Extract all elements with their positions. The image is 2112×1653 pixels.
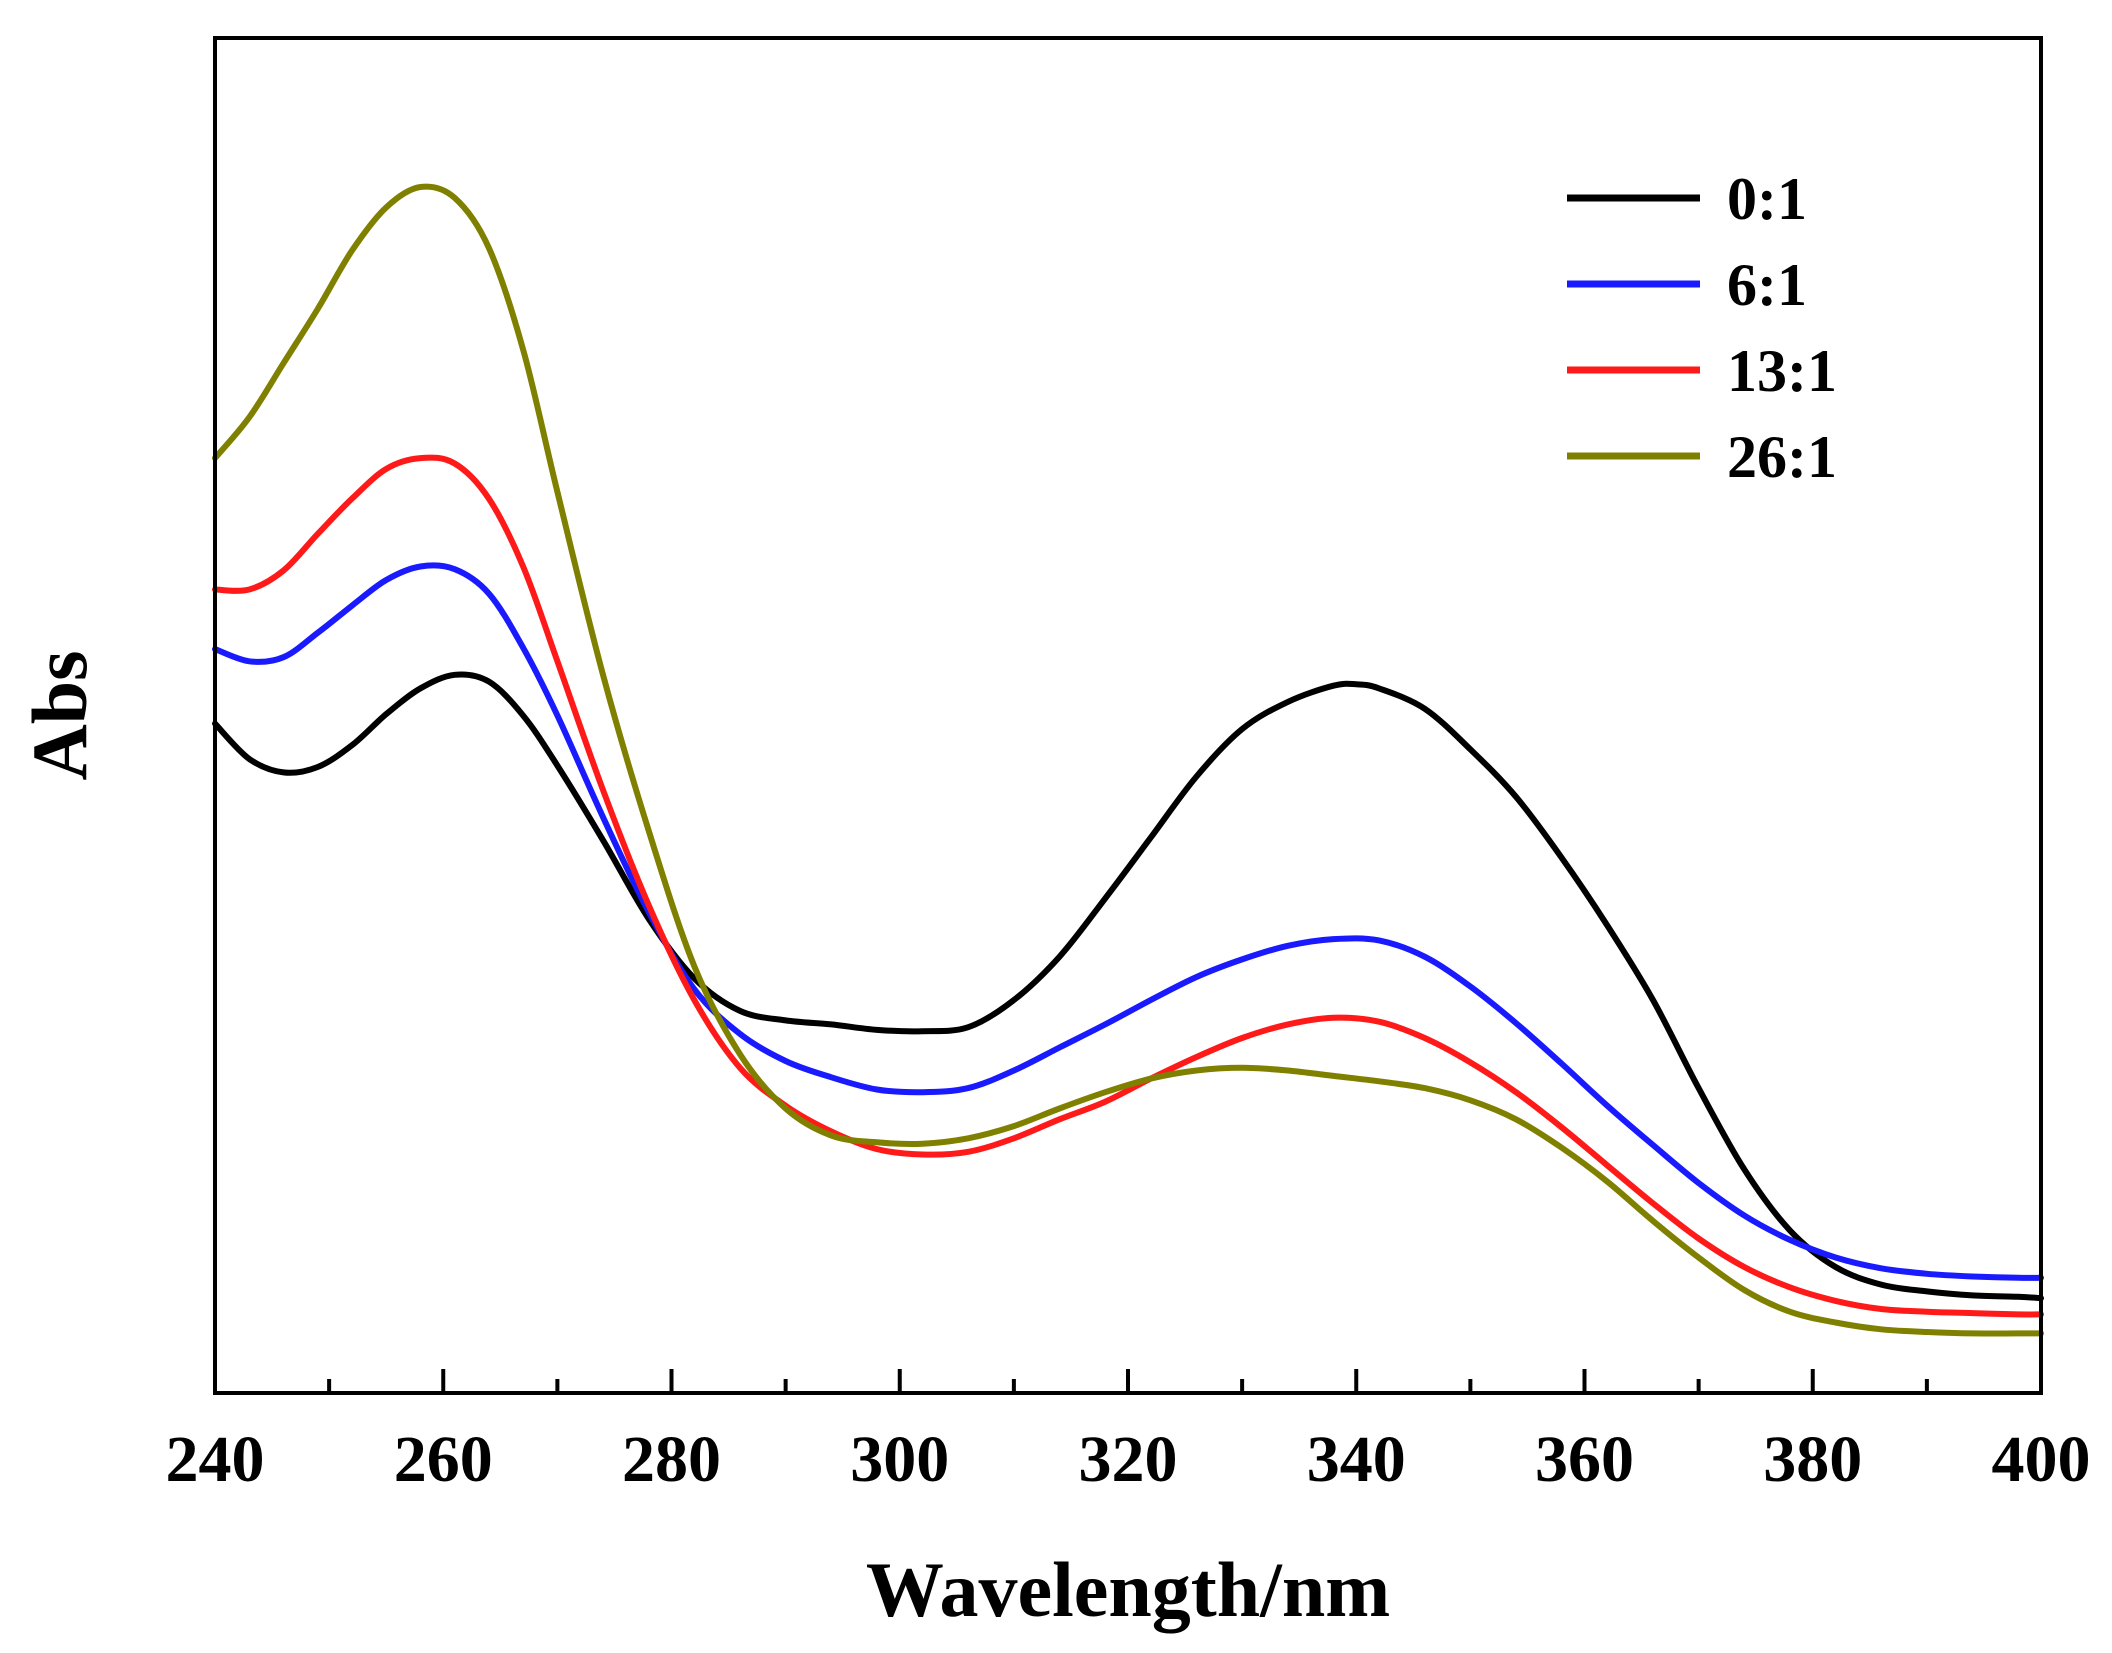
legend-label: 0:1 <box>1727 166 1807 232</box>
y-axis-title: Abs <box>16 650 103 780</box>
x-tick-label: 400 <box>1992 1423 2091 1496</box>
legend-label: 13:1 <box>1727 338 1837 404</box>
legend: 0:1 6:1 13:1 26:1 <box>1567 166 1837 490</box>
x-tick-label: 320 <box>1079 1423 1178 1496</box>
legend-label: 26:1 <box>1727 424 1837 490</box>
x-tick-label: 280 <box>622 1423 721 1496</box>
x-tick-label: 240 <box>166 1423 265 1496</box>
x-tick-label: 380 <box>1763 1423 1862 1496</box>
plot-lines <box>212 183 2044 1337</box>
series-line-13-1 <box>212 454 2044 1318</box>
x-axis-tick-labels: 240 260 280 300 320 340 360 380 400 <box>166 1423 2091 1496</box>
x-tick-label: 340 <box>1307 1423 1406 1496</box>
series-line-0-1 <box>212 671 2044 1302</box>
x-axis-title: Wavelength/nm <box>866 1546 1390 1633</box>
legend-label: 6:1 <box>1727 252 1807 318</box>
series-line-6-1 <box>212 562 2044 1281</box>
x-tick-label: 360 <box>1535 1423 1634 1496</box>
x-tick-label: 300 <box>850 1423 949 1496</box>
x-tick-label: 260 <box>394 1423 493 1496</box>
x-axis-ticks <box>213 1369 2043 1393</box>
series-line-26-1 <box>212 183 2044 1337</box>
